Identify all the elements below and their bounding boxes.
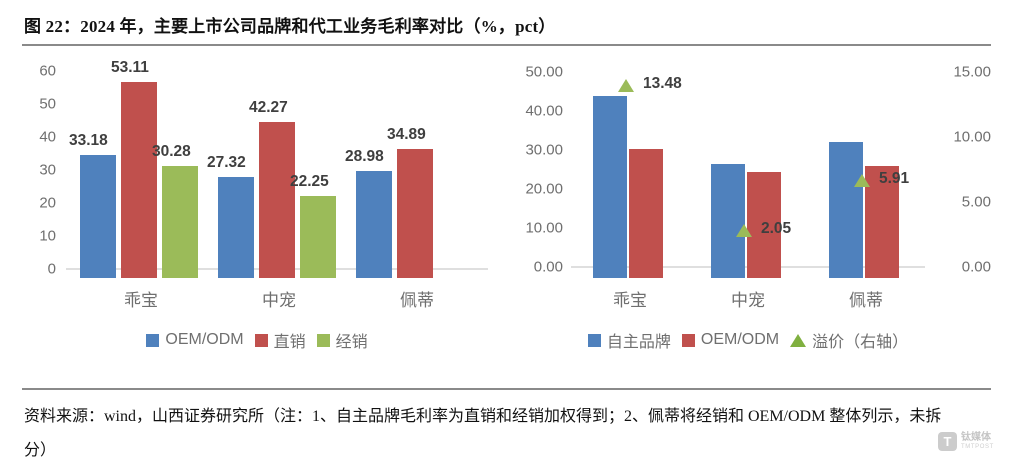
- right-cat-zhongchong: 中宠: [731, 291, 765, 310]
- left-label-oem-peidi: 28.98: [345, 148, 384, 165]
- left-label-zhixiao-guaibao: 53.11: [111, 59, 149, 76]
- legend-swatch-blue-icon: [146, 333, 160, 347]
- right-legend-item-premium[interactable]: 溢价（右轴）: [790, 328, 908, 352]
- left-label-oem-zhongchong: 27.32: [207, 154, 246, 171]
- left-bar-zhixiao-guaibao[interactable]: [121, 82, 157, 278]
- left-bar-zhixiao-zhongchong[interactable]: [259, 122, 295, 278]
- right-legend-label-brand: 自主品牌: [606, 334, 671, 351]
- left-ytick-20: 20: [39, 194, 56, 212]
- right-ytick-right-10: 10.00: [953, 128, 991, 146]
- left-bar-jingxiao-guaibao[interactable]: [162, 166, 198, 278]
- left-label-zhixiao-peidi: 34.89: [387, 126, 426, 143]
- left-label-jingxiao-guaibao: 30.28: [152, 143, 191, 160]
- left-group-peidi: 28.98 34.89: [345, 56, 480, 278]
- watermark-cn-text: 钛媒体: [961, 432, 991, 444]
- right-legend-item-oem[interactable]: OEM/ODM: [681, 331, 780, 349]
- legend-swatch-red-icon: [681, 333, 695, 347]
- left-legend-label-jingxiao: 经销: [335, 334, 368, 351]
- right-ytick-left-30: 30.00: [525, 141, 563, 159]
- right-cat-peidi: 佩蒂: [849, 291, 883, 310]
- left-cat-guaibao: 乖宝: [124, 291, 158, 310]
- figure-title: 图 22：2024 年，主要上市公司品牌和代工业务毛利率对比（%，pct）: [24, 17, 556, 36]
- source-note: 资料来源：wind，山西证券研究所（注：1、自主品牌毛利率为直销和经销加权得到；…: [24, 408, 942, 459]
- left-chart-panel: 60 50 40 30 20 10 0 33.18 53.11 30: [22, 50, 492, 380]
- left-label-oem-guaibao: 33.18: [69, 132, 108, 149]
- right-ytick-left-40: 40.00: [525, 102, 563, 120]
- left-bar-jingxiao-zhongchong[interactable]: [300, 196, 336, 278]
- right-group-guaibao: 13.48: [571, 56, 689, 278]
- watermark-texts: 钛媒体 TMTPOST: [961, 433, 994, 450]
- left-legend-label-oem: OEM/ODM: [165, 331, 244, 348]
- right-plot-area: 50.00 40.00 30.00 20.00 10.00 0.00 15.00…: [505, 56, 991, 278]
- left-ytick-40: 40: [39, 128, 56, 146]
- left-label-zhixiao-zhongchong: 42.27: [249, 99, 288, 116]
- left-bar-zhixiao-peidi[interactable]: [397, 149, 433, 278]
- left-bars-region: 33.18 53.11 30.28 27.32 42.27 22.25: [66, 56, 488, 278]
- left-cat-peidi: 佩蒂: [400, 291, 434, 310]
- right-ytick-left-50: 50.00: [525, 63, 563, 81]
- legend-swatch-blue-icon: [587, 333, 601, 347]
- left-label-jingxiao-zhongchong: 22.25: [290, 173, 329, 190]
- left-group-zhongchong: 27.32 42.27 22.25: [207, 56, 342, 278]
- left-legend-item-oem[interactable]: OEM/ODM: [146, 331, 244, 349]
- right-legend-label-premium: 溢价（右轴）: [812, 334, 909, 351]
- right-category-axis: 乖宝 中宠 佩蒂: [505, 286, 991, 316]
- watermark-en-text: TMTPOST: [961, 443, 994, 450]
- charts-area: 60 50 40 30 20 10 0 33.18 53.11 30: [0, 50, 1013, 380]
- left-legend-label-zhixiao: 直销: [273, 334, 306, 351]
- right-marker-premium-zhongchong[interactable]: [736, 224, 752, 237]
- right-ytick-right-15: 15.00: [953, 63, 991, 81]
- legend-triangle-green-icon: [790, 333, 807, 347]
- right-ytick-left-10: 10.00: [525, 219, 563, 237]
- right-legend-item-brand[interactable]: 自主品牌: [587, 328, 671, 352]
- left-plot-area: 60 50 40 30 20 10 0 33.18 53.11 30: [22, 56, 492, 278]
- left-bar-oem-zhongchong[interactable]: [218, 177, 254, 278]
- right-label-premium-guaibao: 13.48: [643, 75, 682, 92]
- right-legend-label-oem: OEM/ODM: [700, 331, 780, 348]
- left-legend-item-zhixiao[interactable]: 直销: [254, 328, 306, 352]
- left-ytick-0: 0: [47, 260, 56, 278]
- right-bar-brand-zhongchong[interactable]: [711, 164, 745, 278]
- right-marker-premium-guaibao[interactable]: [618, 79, 634, 92]
- left-legend: OEM/ODM 直销 经销: [22, 328, 492, 352]
- right-cat-guaibao: 乖宝: [613, 291, 647, 310]
- left-ytick-30: 30: [39, 161, 56, 179]
- watermark-logo-icon: T: [938, 432, 957, 451]
- right-label-premium-zhongchong: 2.05: [761, 220, 792, 237]
- legend-swatch-green-icon: [316, 333, 330, 347]
- right-bar-oem-guaibao[interactable]: [629, 149, 663, 278]
- right-bar-brand-guaibao[interactable]: [593, 96, 627, 278]
- left-ytick-10: 10: [39, 227, 56, 245]
- right-group-zhongchong: 2.05: [689, 56, 807, 278]
- left-bar-oem-guaibao[interactable]: [80, 155, 116, 278]
- right-legend: 自主品牌 OEM/ODM 溢价（右轴）: [505, 328, 991, 352]
- right-label-premium-peidi: 5.91: [879, 170, 910, 187]
- title-divider: [22, 44, 991, 46]
- left-legend-item-jingxiao[interactable]: 经销: [316, 328, 368, 352]
- left-ytick-50: 50: [39, 95, 56, 113]
- right-ytick-right-5: 5.00: [961, 193, 991, 211]
- right-ytick-left-0: 0.00: [533, 258, 563, 276]
- right-bar-oem-zhongchong[interactable]: [747, 172, 781, 278]
- right-ytick-right-0: 0.00: [961, 258, 991, 276]
- left-category-axis: 乖宝 中宠 佩蒂: [22, 286, 492, 316]
- watermark: T 钛媒体 TMTPOST: [938, 432, 994, 451]
- left-bar-oem-peidi[interactable]: [356, 171, 392, 278]
- right-bars-region: 13.48 2.05 5.91: [571, 56, 925, 278]
- right-bar-brand-peidi[interactable]: [829, 142, 863, 278]
- legend-swatch-red-icon: [254, 333, 268, 347]
- source-divider: [22, 388, 991, 390]
- left-group-guaibao: 33.18 53.11 30.28: [69, 56, 204, 278]
- left-ytick-60: 60: [39, 62, 56, 80]
- right-chart-panel: 50.00 40.00 30.00 20.00 10.00 0.00 15.00…: [505, 50, 991, 380]
- right-group-peidi: 5.91: [807, 56, 925, 278]
- left-cat-zhongchong: 中宠: [262, 291, 296, 310]
- right-ytick-left-20: 20.00: [525, 180, 563, 198]
- right-bar-oem-peidi[interactable]: [865, 166, 899, 278]
- right-marker-premium-peidi[interactable]: [854, 174, 870, 187]
